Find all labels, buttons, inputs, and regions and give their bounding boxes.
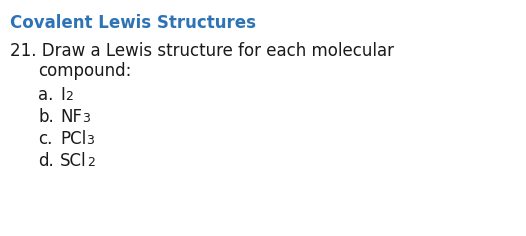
Text: PCl: PCl bbox=[60, 130, 86, 148]
Text: NF: NF bbox=[60, 108, 82, 126]
Text: 3: 3 bbox=[82, 112, 90, 125]
Text: b.: b. bbox=[38, 108, 54, 126]
Text: 2: 2 bbox=[87, 156, 95, 169]
Text: compound:: compound: bbox=[38, 62, 132, 80]
Text: SCl: SCl bbox=[60, 152, 87, 170]
Text: a.: a. bbox=[38, 86, 53, 104]
Text: c.: c. bbox=[38, 130, 53, 148]
Text: I: I bbox=[60, 86, 65, 104]
Text: 21. Draw a Lewis structure for each molecular: 21. Draw a Lewis structure for each mole… bbox=[10, 42, 394, 60]
Text: Covalent Lewis Structures: Covalent Lewis Structures bbox=[10, 14, 256, 32]
Text: d.: d. bbox=[38, 152, 54, 170]
Text: 2: 2 bbox=[65, 90, 73, 103]
Text: 3: 3 bbox=[86, 134, 94, 147]
